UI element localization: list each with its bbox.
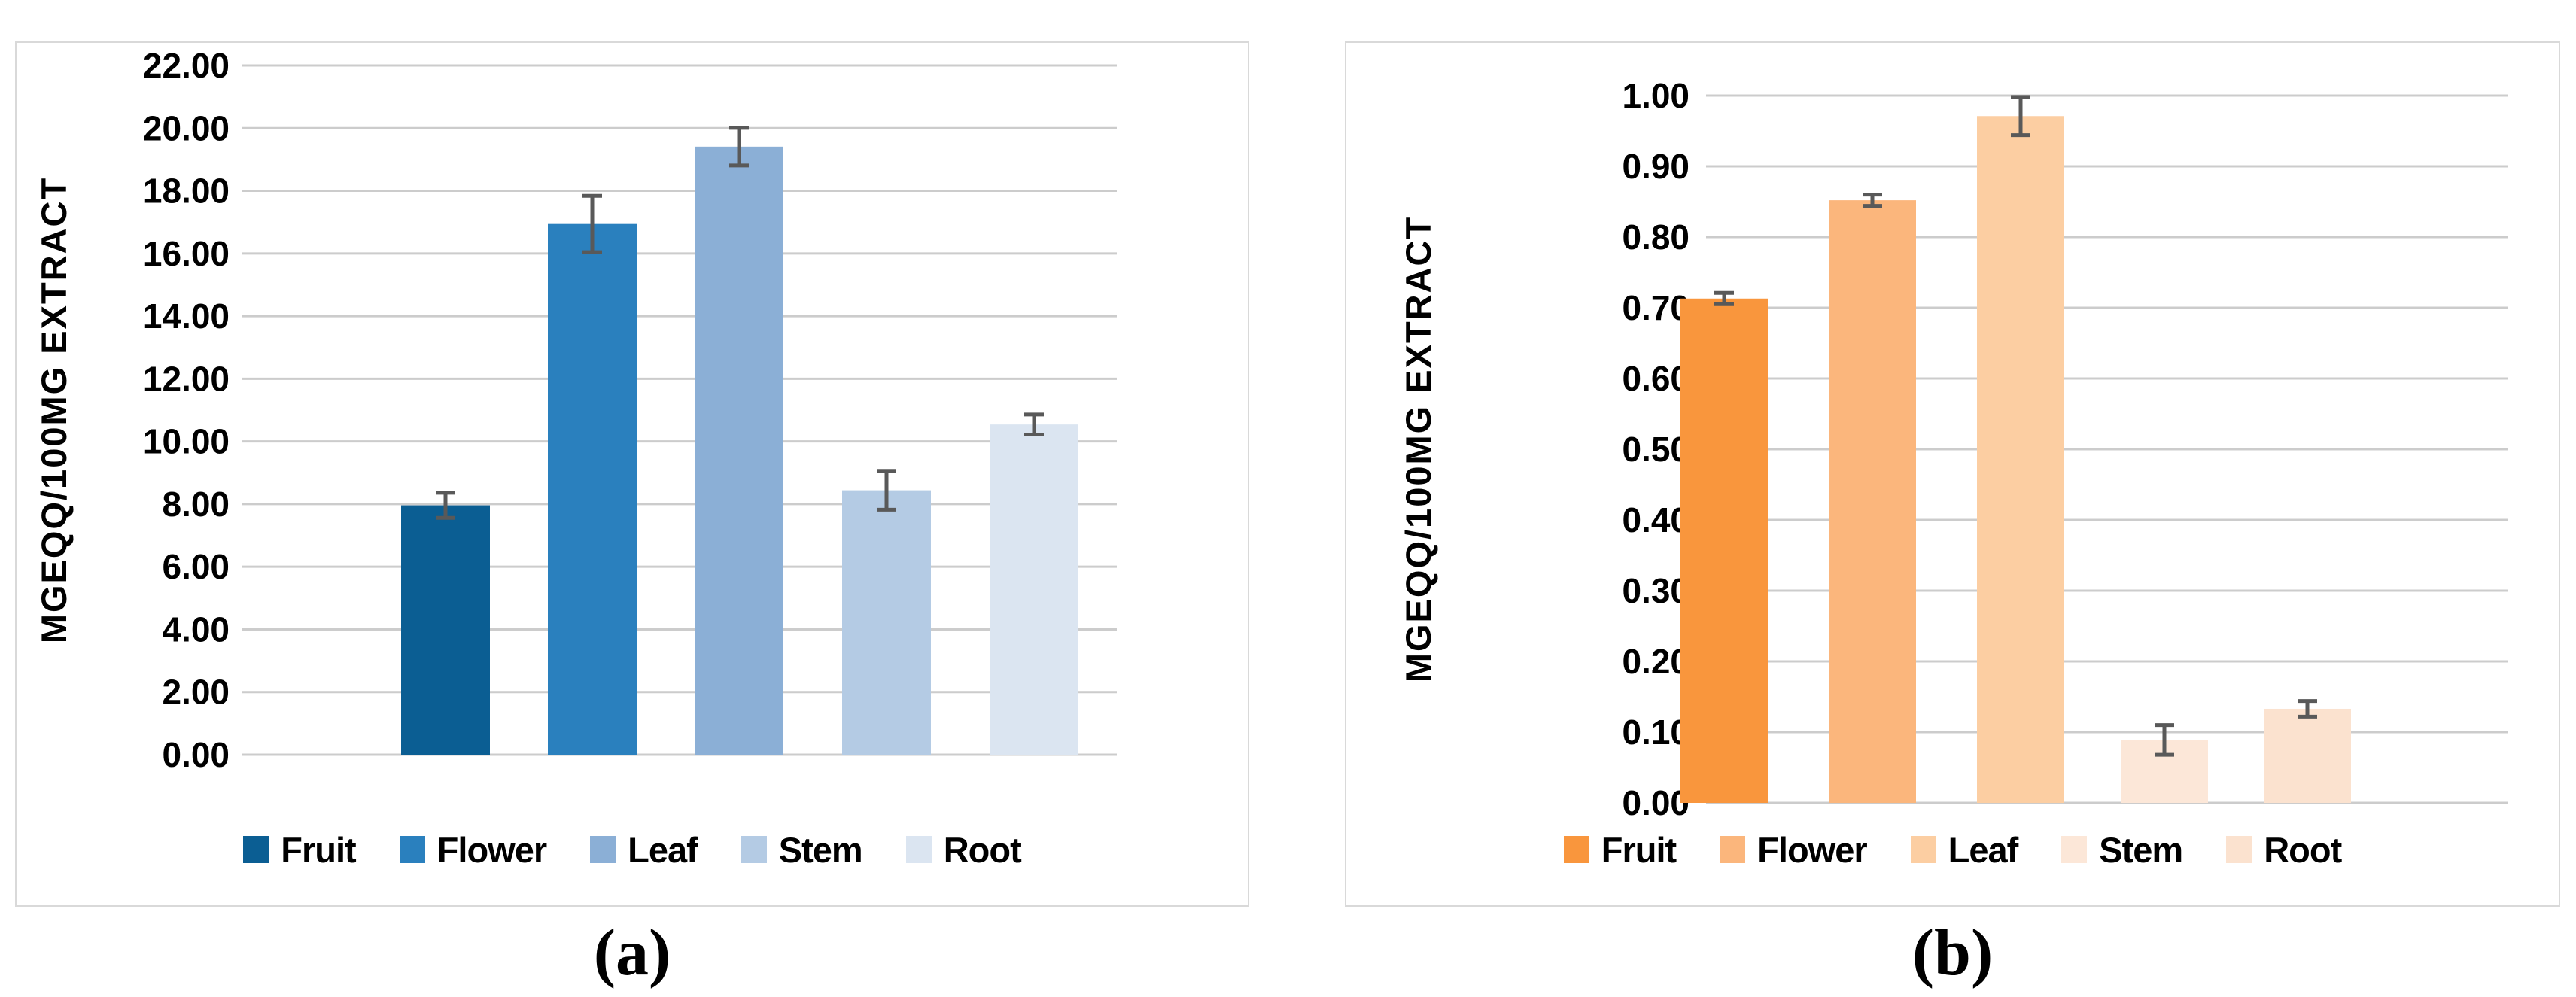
legend-item-flower: Flower [1720, 829, 1868, 871]
caption-b: (b) [1911, 916, 1994, 989]
legend-swatch-flower [1720, 836, 1746, 863]
bar-chart-a: 0.00 2.00 4.00 6.00 8.00 10.00 12.00 14.00 16.00… [34, 46, 1117, 774]
y-tick-label: 0.50 [1622, 430, 1689, 469]
y-tick-label: 0.60 [1622, 359, 1689, 398]
error-bar-leaf [729, 126, 749, 168]
y-axis-label: MGEQQ/100MG EXTRACT [1398, 216, 1438, 682]
y-tick-label: 18.00 [143, 172, 230, 211]
legend-swatch-root [905, 836, 932, 863]
y-tick-label: 0.00 [1622, 783, 1689, 818]
legend-swatch-fruit [1563, 836, 1589, 863]
y-tick-label: 0.00 [162, 735, 230, 774]
y-tick-label: 0.10 [1622, 713, 1689, 752]
legend-item-fruit: Fruit [243, 829, 357, 871]
legend-label-fruit: Fruit [1601, 829, 1677, 870]
bar-root [2264, 708, 2351, 803]
legend-item-root: Root [2226, 829, 2342, 871]
legend-a: Fruit Flower Leaf Stem Root [17, 812, 1248, 887]
y-tick-label: 6.00 [162, 547, 230, 586]
y-tick-label: 16.00 [143, 234, 230, 273]
y-tick-label: 8.00 [162, 485, 230, 524]
legend-label-stem: Stem [2099, 829, 2183, 870]
legend-swatch-leaf [1910, 836, 1936, 863]
chart-panel-b: 0.00 0.10 0.20 0.30 0.40 0.50 0.60 0.70 0.80 0.90… [1345, 41, 2560, 907]
y-tick-label: 0.20 [1622, 642, 1689, 681]
error-bar-fruit [1714, 290, 1734, 306]
bar-leaf [1977, 116, 2064, 803]
y-tick-label: 0.90 [1622, 147, 1689, 186]
legend-item-fruit: Fruit [1563, 829, 1677, 871]
legend-swatch-root [2226, 836, 2252, 863]
legend-swatch-leaf [590, 836, 616, 863]
bar-root [990, 424, 1078, 755]
legend-label-root: Root [2264, 829, 2342, 870]
y-tick-label: 0.40 [1622, 500, 1689, 540]
y-tick-label: 14.00 [143, 296, 230, 336]
bar-fruit [401, 505, 490, 755]
y-tick-label: 2.00 [162, 673, 230, 712]
y-tick-label: 0.80 [1622, 217, 1689, 257]
bar-stem [842, 490, 931, 755]
legend-label-flower: Flower [436, 829, 547, 870]
legend-item-stem: Stem [741, 829, 863, 871]
legend-item-leaf: Leaf [590, 829, 698, 871]
error-bar-root [1024, 412, 1044, 436]
bar-leaf [695, 146, 783, 755]
y-tick-label: 0.70 [1622, 288, 1689, 327]
legend-label-root: Root [943, 829, 1022, 870]
legend-swatch-fruit [243, 836, 269, 863]
y-tick-label: 10.00 [143, 422, 230, 461]
legend-label-stem: Stem [778, 829, 863, 870]
bar-chart-b: 0.00 0.10 0.20 0.30 0.40 0.50 0.60 0.70 0.80 0.90… [1398, 76, 2508, 818]
caption-a: (a) [593, 916, 671, 989]
legend-item-root: Root [905, 829, 1022, 871]
error-bar-stem [2155, 723, 2174, 757]
legend-item-leaf: Leaf [1910, 829, 2019, 871]
bar-flower [548, 223, 637, 755]
y-tick-label: 1.00 [1622, 76, 1689, 115]
legend-label-leaf: Leaf [1948, 829, 2019, 870]
legend-b: Fruit Flower Leaf Stem Root [1346, 812, 2559, 887]
y-tick-label: 12.00 [143, 359, 230, 398]
legend-item-flower: Flower [399, 829, 547, 871]
error-bar-leaf [2011, 95, 2030, 138]
error-bar-flower [582, 193, 602, 254]
legend-label-flower: Flower [1757, 829, 1867, 870]
legend-item-stem: Stem [2061, 829, 2183, 871]
legend-swatch-stem [2061, 836, 2088, 863]
bar-flower [1829, 200, 1916, 803]
y-tick-label: 20.00 [143, 108, 230, 147]
error-bar-stem [877, 469, 896, 512]
legend-label-leaf: Leaf [628, 829, 698, 870]
chart-panel-a: 0.00 2.00 4.00 6.00 8.00 10.00 12.00 14.00 16.00… [15, 41, 1249, 907]
legend-label-fruit: Fruit [281, 829, 356, 870]
y-tick-label: 0.30 [1622, 571, 1689, 610]
error-bar-fruit [436, 491, 455, 520]
y-axis-label: MGEQQ/100MG EXTRACT [34, 177, 74, 643]
legend-swatch-stem [741, 836, 767, 863]
legend-swatch-flower [399, 836, 425, 863]
error-bar-flower [1863, 193, 1882, 208]
error-bar-root [2298, 699, 2317, 719]
y-tick-label: 4.00 [162, 609, 230, 649]
y-tick-label: 22.00 [143, 46, 230, 85]
bar-fruit [1680, 298, 1768, 803]
